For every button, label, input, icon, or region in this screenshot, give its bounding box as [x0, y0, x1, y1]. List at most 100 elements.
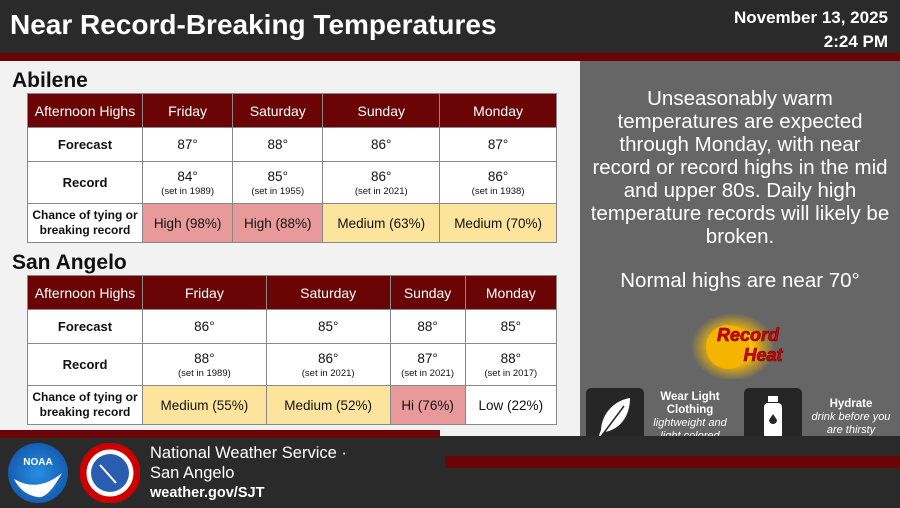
record-row: Record 88° (set in 1989) 86° (set in 2021) 87… [27, 343, 558, 386]
office-location: San Angelo [150, 464, 235, 482]
chance-row: Chance of tying or breaking record Medium… [27, 385, 558, 425]
date: November 13, 2025 [733, 8, 888, 27]
chance-value: Low (22%) [478, 397, 544, 413]
tip-hydrate-title: Hydrate [829, 398, 873, 410]
office-name: National Weather Service · [150, 444, 347, 462]
chance-cell: Hi (76%) [389, 385, 466, 425]
svg-text:NOAA: NOAA [23, 457, 52, 468]
record-year: (set in 2021) [301, 367, 355, 379]
header-row: Afternoon Highs Friday Saturday Sunday Monda… [27, 93, 557, 128]
chance-value: Medium (70%) [454, 215, 542, 231]
record-cell: 88° (set in 1989) [142, 343, 267, 386]
chance-label: Chance of tying or breaking record [27, 385, 143, 425]
san-angelo-table: Afternoon Highs Friday Saturday Sunday Monda… [27, 275, 558, 425]
chance-value: Medium (52%) [284, 397, 373, 413]
city-title-san-angelo: San Angelo [12, 251, 127, 274]
forecast-cell: 85° [464, 309, 558, 344]
chance-label: Chance of tying or breaking record [27, 203, 143, 243]
timestamp: November 13, 2025 2:24 PM [734, 6, 888, 54]
svg-text:Record: Record [717, 325, 780, 345]
record-cell: 84° (set in 1989) [141, 161, 234, 204]
record-cell: 88° (set in 2017) [464, 343, 558, 386]
chance-value: Hi (76%) [401, 397, 454, 413]
record-value: 88° [194, 350, 215, 366]
record-year: (set in 2021) [354, 185, 408, 197]
record-label: Record [27, 343, 143, 386]
page-title: Near Record-Breaking Temperatures [10, 9, 497, 40]
record-cell: 85° (set in 1955) [232, 161, 324, 204]
footer-stripe [0, 430, 440, 438]
forecast-cell: 88° [389, 309, 466, 344]
chance-cell: Medium (52%) [265, 385, 391, 425]
record-year: (set in 2017) [484, 367, 538, 379]
forecast-label: Forecast [27, 127, 143, 162]
record-value: 86° [317, 350, 339, 366]
record-value: 85° [267, 168, 288, 184]
record-label: Record [27, 161, 143, 204]
record-year: (set in 1938) [471, 185, 525, 197]
chance-cell: Medium (55%) [142, 385, 267, 425]
record-cell: 86° (set in 2021) [322, 161, 441, 204]
record-year: (set in 1989) [177, 367, 231, 379]
record-year: (set in 1955) [251, 185, 305, 197]
record-value: 87° [417, 350, 438, 366]
time: 2:24 PM [823, 32, 888, 51]
chance-cell: Medium (70%) [439, 203, 557, 243]
row-header: Afternoon Highs [27, 93, 143, 128]
forecast-cell: 86° [322, 127, 441, 162]
chance-row: Chance of tying or breaking record High (… [27, 203, 557, 243]
abilene-table: Afternoon Highs Friday Saturday Sunday Monda… [27, 93, 557, 243]
day-header: Saturday [232, 93, 324, 128]
record-cell: 86° (set in 1938) [439, 161, 557, 204]
forecast-value: 88° [417, 319, 438, 334]
summary-message: Unseasonably warm temperatures are expec… [590, 87, 890, 248]
record-year: (set in 2021) [401, 367, 454, 379]
header-stripe [0, 53, 900, 61]
forecast-cell: 86° [142, 309, 267, 344]
chance-cell: Medium (63%) [322, 203, 441, 243]
record-value: 86° [487, 168, 509, 184]
chance-cell: High (88%) [232, 203, 324, 243]
tip-clothing-title: Wear Light Clothing [660, 391, 720, 416]
forecast-cell: 87° [439, 127, 557, 162]
chance-value: High (88%) [243, 215, 312, 231]
forecast-value: 87° [177, 137, 198, 152]
tip-hydrate-sub: drink before you are thirsty [811, 411, 891, 436]
forecast-cell: 88° [232, 127, 324, 162]
footer [0, 436, 900, 506]
forecast-cell: 87° [141, 127, 234, 162]
chance-value: Medium (55%) [160, 397, 249, 413]
record-cell: 87° (set in 2021) [389, 343, 466, 386]
day-header: Friday [141, 93, 234, 128]
forecast-row: Forecast 86° 85° 88° 85° [27, 309, 558, 344]
record-year: (set in 1989) [161, 185, 214, 197]
day-header: Sunday [322, 93, 441, 128]
day-header: Monday [464, 275, 558, 310]
record-heat-graphic: Record Heat [688, 309, 798, 381]
forecast-value: 86° [371, 137, 392, 152]
footer-stripe-right [445, 456, 900, 468]
normal-highs: Normal highs are near 70° [620, 269, 860, 292]
forecast-value: 85° [500, 319, 521, 334]
tip-hydrate: Hydrate drink before you are thirsty [808, 398, 894, 437]
svg-text:Heat: Heat [743, 345, 783, 365]
record-row: Record 84° (set in 1989) 85° (set in 1955) 86… [27, 161, 557, 204]
summary-panel: Unseasonably warm temperatures are expec… [580, 61, 900, 456]
forecast-row: Forecast 87° 88° 86° 87° [27, 127, 557, 162]
noaa-logo: NOAA [8, 443, 68, 503]
chance-value: Medium (63%) [337, 215, 426, 231]
record-value: 84° [177, 168, 198, 184]
header: Near Record-Breaking Temperatures Novemb… [0, 0, 900, 53]
forecast-value: 86° [194, 319, 215, 334]
forecast-value: 87° [487, 137, 509, 152]
office-url[interactable]: weather.gov/SJT [150, 485, 265, 501]
nws-seal-logo [79, 442, 141, 504]
chance-cell: Low (22%) [464, 385, 558, 425]
forecast-cell: 85° [265, 309, 391, 344]
header-row: Afternoon Highs Friday Saturday Sunday Monda… [27, 275, 558, 310]
day-header: Monday [439, 93, 557, 128]
day-header: Friday [142, 275, 267, 310]
chance-cell: High (98%) [141, 203, 234, 243]
forecast-value: 85° [317, 319, 339, 334]
office-info: National Weather Service · San Angelo we… [150, 443, 347, 503]
